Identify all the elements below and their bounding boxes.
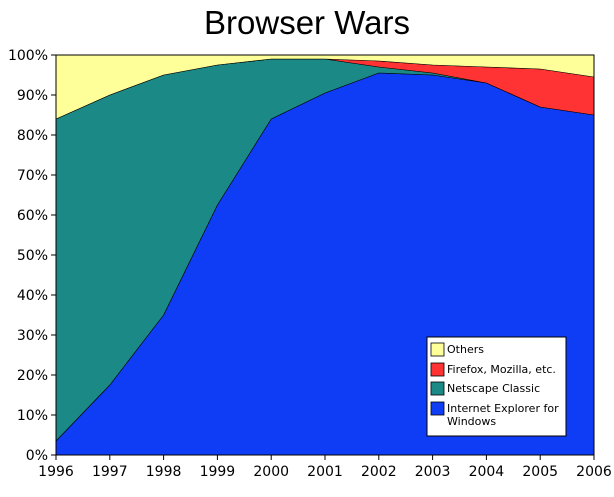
legend-swatch xyxy=(430,381,445,396)
x-tick-label: 2004 xyxy=(469,464,505,480)
chart-title: Browser Wars xyxy=(204,4,410,41)
y-tick-label: 50% xyxy=(17,248,48,264)
x-tick-label: 2000 xyxy=(253,464,289,480)
y-tick-label: 80% xyxy=(17,128,48,144)
y-tick-label: 90% xyxy=(17,88,48,104)
y-axis: 0% 10% 20% 30% 40% 50% 60% 70% 80% 90% 100% xyxy=(8,48,56,464)
y-tick-label: 40% xyxy=(17,288,48,304)
legend-label: Firefox, Mozilla, etc. xyxy=(447,363,556,376)
legend-label: Netscape Classic xyxy=(447,382,540,395)
x-tick-label: 2003 xyxy=(415,464,451,480)
x-tick-label: 2001 xyxy=(307,464,343,480)
x-tick-label: 1999 xyxy=(200,464,236,480)
x-tick-label: 2002 xyxy=(361,464,397,480)
y-tick-label: 30% xyxy=(17,328,48,344)
legend-swatch xyxy=(430,342,445,357)
y-tick-label: 0% xyxy=(26,448,48,464)
x-tick-label: 1998 xyxy=(146,464,182,480)
y-tick-label: 10% xyxy=(17,408,48,424)
legend-label: Internet Explorer for Windows xyxy=(447,402,559,428)
x-axis: 1996 1997 1998 1999 2000 2001 2002 2003 2004 2005… xyxy=(38,455,612,480)
x-tick-label: 2005 xyxy=(522,464,558,480)
y-tick-label: 70% xyxy=(17,168,48,184)
legend-swatch xyxy=(430,362,445,377)
x-tick-label: 1997 xyxy=(92,464,128,480)
y-tick-label: 60% xyxy=(17,208,48,224)
x-tick-label: 2006 xyxy=(576,464,612,480)
legend-label: Others xyxy=(447,343,484,356)
x-tick-label: 1996 xyxy=(38,464,74,480)
legend-box xyxy=(426,336,567,437)
y-tick-label: 100% xyxy=(8,48,48,64)
legend-swatch xyxy=(430,401,445,416)
legend: Others Firefox, Mozilla, etc. Netscape Cla… xyxy=(426,336,567,437)
y-tick-label: 20% xyxy=(17,368,48,384)
